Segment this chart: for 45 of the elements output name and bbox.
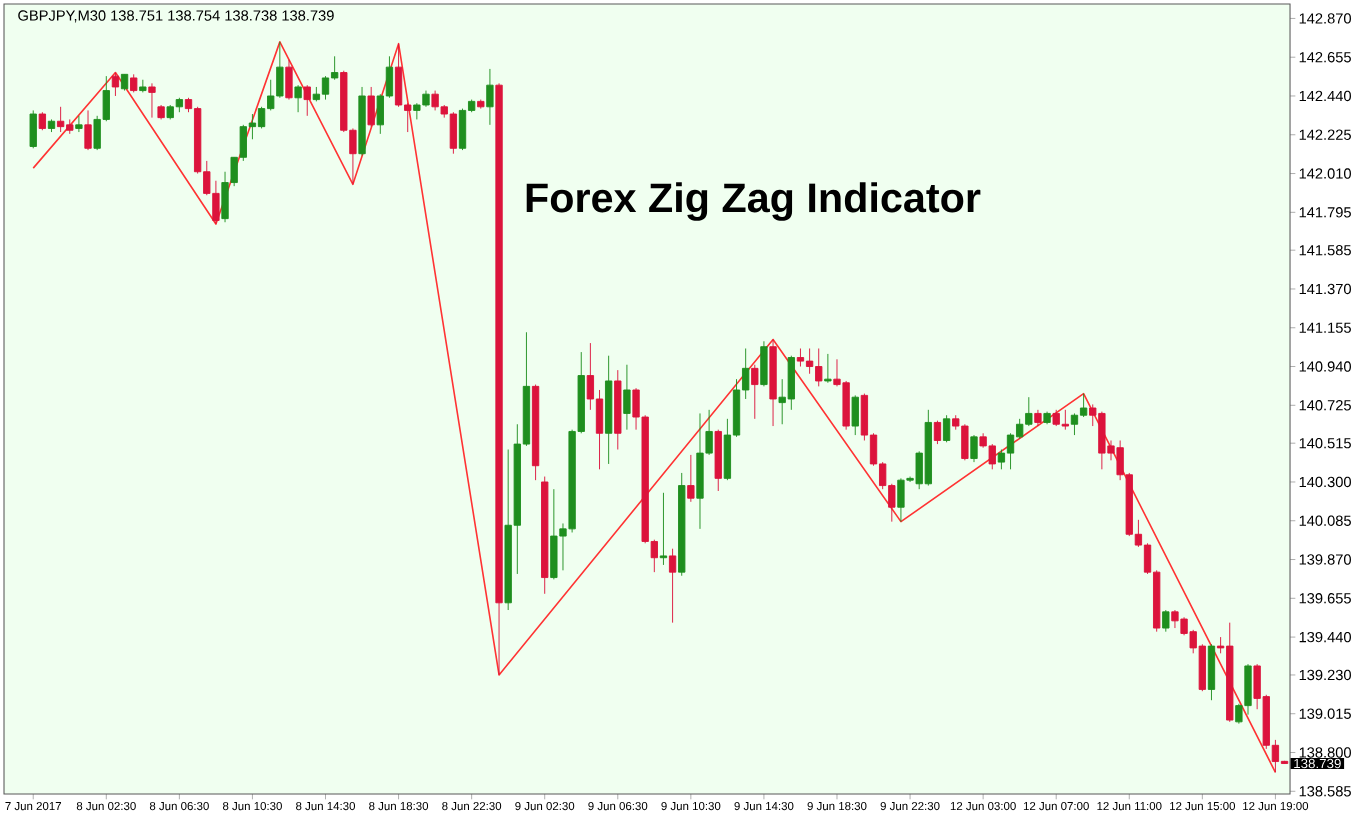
candlestick	[659, 492, 668, 566]
candlestick	[751, 364, 759, 420]
candlestick	[623, 364, 631, 431]
candlestick	[824, 353, 832, 384]
candlestick	[495, 82, 503, 676]
candlestick	[358, 86, 366, 156]
candlestick	[111, 72, 120, 97]
candlestick	[942, 414, 951, 443]
candlestick	[760, 340, 768, 387]
candlestick	[1162, 609, 1170, 633]
candlestick	[541, 476, 549, 595]
candlestick	[1034, 409, 1042, 427]
text: Forex Zig Zag Indicator	[526, 182, 981, 221]
candlestick	[367, 86, 375, 128]
candlestick	[531, 384, 540, 481]
candlestick	[796, 348, 805, 367]
candlestick	[1043, 411, 1051, 425]
candlestick	[477, 99, 485, 110]
candlestick	[687, 454, 695, 503]
candlestick	[139, 79, 147, 93]
candlestick	[148, 82, 156, 119]
candlestick	[851, 394, 859, 436]
candlestick	[29, 109, 37, 149]
candlestick	[614, 369, 622, 450]
candlestick	[668, 548, 677, 624]
candlestick	[769, 339, 777, 427]
candlestick	[486, 68, 494, 126]
candlestick	[933, 420, 942, 445]
candlestick	[1207, 643, 1216, 701]
candlestick	[970, 434, 978, 463]
candlestick	[157, 104, 165, 120]
candlestick	[120, 73, 129, 92]
candlestick	[458, 108, 467, 151]
candlestick	[130, 73, 138, 93]
candlestick	[84, 109, 92, 151]
candlestick	[47, 118, 56, 133]
candlestick	[714, 429, 722, 492]
candlestick	[678, 472, 686, 577]
candlestick	[38, 111, 47, 131]
candlestick	[303, 84, 311, 117]
candlestick	[294, 84, 302, 113]
line-series	[32, 41, 1277, 774]
candlestick	[604, 355, 613, 465]
candlestick	[285, 59, 293, 101]
candlestick	[75, 115, 83, 133]
